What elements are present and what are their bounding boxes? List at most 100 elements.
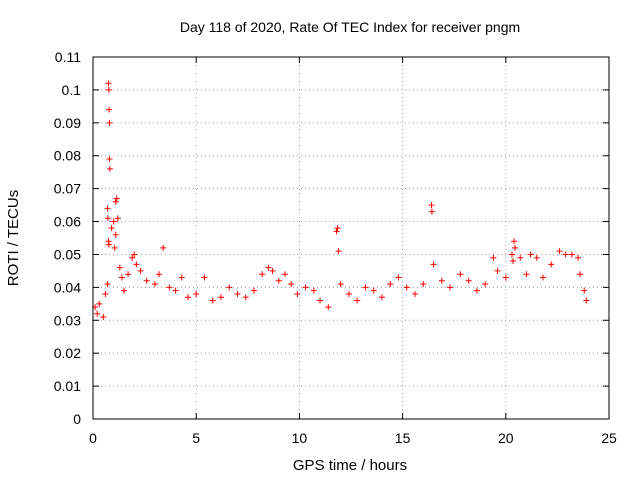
data-point [556,248,563,255]
data-point [143,277,150,284]
data-point [226,284,233,291]
data-point [250,287,257,294]
data-point [420,281,427,288]
y-tick-label: 0.06 [54,214,81,230]
x-tick-label: 5 [192,430,200,446]
y-tick-label: 0.01 [54,378,81,394]
data-point [133,261,140,268]
y-tick-label: 0.02 [54,345,81,361]
data-points [92,80,590,320]
data-point [337,281,344,288]
data-point [217,294,224,301]
data-point [184,294,191,301]
x-tick-label: 10 [292,430,308,446]
data-point [310,287,317,294]
data-point [411,290,418,297]
data-point [511,238,518,245]
data-point [129,254,136,261]
data-point [378,294,385,301]
y-tick-label: 0.09 [54,115,81,131]
x-tick-label: 0 [89,430,97,446]
data-point [539,274,546,281]
data-point [114,215,121,222]
data-point [502,274,509,281]
data-point [102,290,109,297]
data-point [288,281,295,288]
data-point [269,267,276,274]
data-point [106,165,113,172]
data-point [96,300,103,307]
chart-title: Day 118 of 2020, Rate Of TEC Index for r… [180,19,520,35]
data-point [151,281,158,288]
data-point [395,274,402,281]
y-tick-label: 0.05 [54,246,81,262]
y-tick-label: 0.07 [54,181,81,197]
data-point [302,284,309,291]
data-point [428,208,435,215]
data-point [527,251,534,258]
data-point [106,119,113,126]
data-point [166,284,173,291]
data-point [100,313,107,320]
grid-lines [93,57,609,419]
data-point [104,215,111,222]
x-axis-label: GPS time / hours [293,457,407,474]
data-point [172,287,179,294]
data-point [120,287,127,294]
data-point [118,274,125,281]
data-point [577,271,584,278]
data-point [160,244,167,251]
data-point [517,254,524,261]
data-point [354,297,361,304]
x-tick-label: 25 [601,430,617,446]
data-point [583,297,590,304]
y-tick-label: 0.04 [54,279,81,295]
data-point [581,287,588,294]
data-point [178,274,185,281]
data-point [334,225,341,232]
data-point [575,254,582,261]
data-point [523,271,530,278]
data-point [403,284,410,291]
data-point [116,264,123,271]
data-point [465,277,472,284]
data-point [105,241,112,248]
y-tick-label: 0.1 [62,82,82,98]
data-point [430,261,437,268]
data-point [548,261,555,268]
data-point [294,290,301,297]
data-point [428,202,435,209]
data-point [259,271,266,278]
data-point [345,290,352,297]
data-point [201,274,208,281]
data-point [234,290,241,297]
data-point [242,294,249,301]
data-point [457,271,464,278]
data-point [370,287,377,294]
data-point [108,225,115,232]
y-tick-label: 0.11 [55,49,81,65]
data-point [317,297,324,304]
data-point [106,106,113,113]
data-point [193,290,200,297]
data-point [112,231,119,238]
data-point [111,244,118,251]
data-point [94,310,101,317]
plot-area-frame [92,56,610,420]
y-tick-label: 0 [73,411,81,427]
data-point [508,251,515,258]
data-point [494,267,501,274]
data-point [104,205,111,212]
data-point [281,271,288,278]
y-axis: 0 0.01 0.02 0.03 0.04 0.05 0.06 0.07 0.08 0.09 0.1… [54,49,609,427]
data-point [125,271,132,278]
data-point [438,277,445,284]
x-tick-label: 15 [395,430,411,446]
data-point [512,244,519,251]
x-axis: 0 5 10 15 20 25 [89,57,617,446]
data-point [490,254,497,261]
data-point [562,251,569,258]
data-point [209,297,216,304]
data-point [568,251,575,258]
